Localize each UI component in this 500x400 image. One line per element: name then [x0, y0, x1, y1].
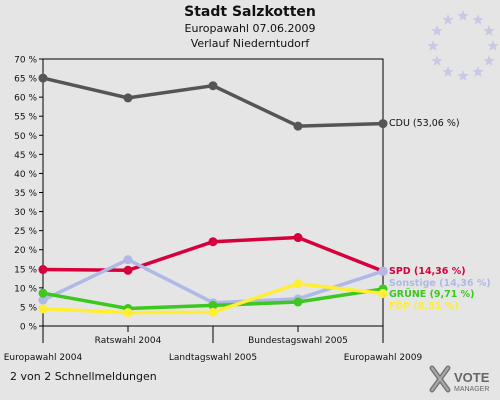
vote-manager-logo: VOTE MANAGER — [429, 365, 490, 393]
x-tick-label: Bundestagswahl 2005 — [248, 336, 348, 346]
data-point — [38, 288, 48, 298]
star-icon — [483, 55, 495, 66]
y-tick-label: 0 % — [20, 323, 38, 333]
data-point — [378, 289, 388, 299]
x-tick-label: Europawahl 2004 — [4, 353, 83, 363]
data-point — [123, 255, 133, 265]
data-point — [293, 121, 303, 131]
star-icon — [442, 14, 454, 25]
logo-text-vote: VOTE — [454, 370, 490, 385]
data-point — [293, 233, 303, 243]
series-end-label: CDU (53,06 %) — [389, 118, 460, 129]
series-end-label: SPD (14,36 %) — [389, 266, 466, 277]
data-point — [208, 300, 218, 310]
star-icon — [442, 65, 454, 77]
data-point — [123, 308, 133, 318]
y-tick-label: 45 % — [14, 151, 37, 161]
x-tick-label: Landtagswahl 2005 — [169, 353, 257, 363]
chart-titles: Stadt Salzkotten Europawahl 07.06.2009 V… — [0, 4, 500, 51]
x-tick-label: Ratswahl 2004 — [95, 336, 162, 346]
series-end-label: FDP (8,51 %) — [389, 301, 459, 312]
star-icon — [483, 25, 495, 36]
data-point — [293, 279, 303, 289]
data-point — [378, 266, 388, 276]
star-icon — [487, 40, 499, 51]
data-point — [123, 265, 133, 275]
data-point — [38, 265, 48, 275]
y-tick-label: 50 % — [14, 132, 37, 142]
y-tick-label: 55 % — [14, 113, 37, 123]
y-tick-label: 30 % — [14, 208, 37, 218]
star-icon — [431, 25, 443, 36]
data-point — [123, 93, 133, 103]
data-point — [38, 73, 48, 83]
y-tick-label: 60 % — [14, 94, 37, 104]
chart-title: Stadt Salzkotten — [184, 4, 316, 20]
y-tick-label: 70 % — [14, 56, 37, 66]
chart-subtitle-district: Verlauf Niederntudorf — [190, 37, 310, 50]
logo-text-manager: MANAGER — [454, 386, 489, 393]
y-tick-label: 20 % — [14, 246, 37, 256]
footer-note: 2 von 2 Schnellmeldungen — [10, 370, 157, 383]
series-end-label: GRÜNE (9,71 %) — [389, 289, 475, 300]
data-point — [208, 81, 218, 91]
star-icon — [472, 65, 484, 77]
star-icon — [431, 55, 443, 66]
star-icon — [427, 40, 439, 51]
data-point — [208, 237, 218, 247]
star-icon — [457, 10, 469, 21]
eu-stars-icon — [427, 10, 499, 81]
y-tick-label: 10 % — [14, 284, 37, 294]
y-tick-label: 35 % — [14, 189, 37, 199]
data-point — [208, 307, 218, 317]
y-tick-label: 5 % — [20, 303, 38, 313]
y-tick-label: 15 % — [14, 265, 37, 275]
star-icon — [457, 70, 469, 81]
star-icon — [472, 14, 484, 25]
x-tick-label: Europawahl 2009 — [344, 353, 423, 363]
series-end-label: Sonstige (14,36 %) — [389, 278, 491, 289]
data-point — [38, 295, 48, 305]
y-tick-label: 25 % — [14, 227, 37, 237]
data-point — [293, 297, 303, 307]
y-tick-label: 65 % — [14, 75, 37, 85]
data-point — [38, 304, 48, 314]
chart-subtitle-election: Europawahl 07.06.2009 — [184, 22, 316, 35]
y-tick-label: 40 % — [14, 170, 37, 180]
data-point — [378, 119, 388, 129]
